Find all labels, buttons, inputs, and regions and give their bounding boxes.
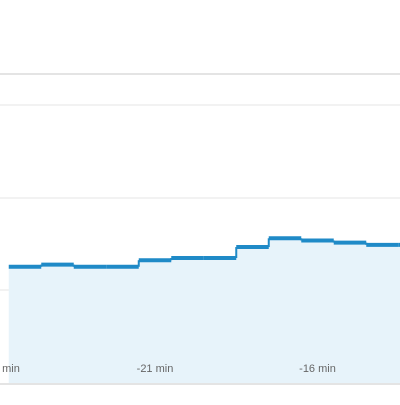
series-line (8, 236, 400, 269)
series-area (8, 238, 400, 383)
series-area-fill (8, 238, 400, 383)
x-tick-label: -21 min (137, 363, 174, 375)
x-tick-label-fragment: min (2, 363, 20, 375)
x-tick-labels: min -21 min -16 min (2, 363, 336, 375)
x-tick-label: -16 min (299, 363, 336, 375)
